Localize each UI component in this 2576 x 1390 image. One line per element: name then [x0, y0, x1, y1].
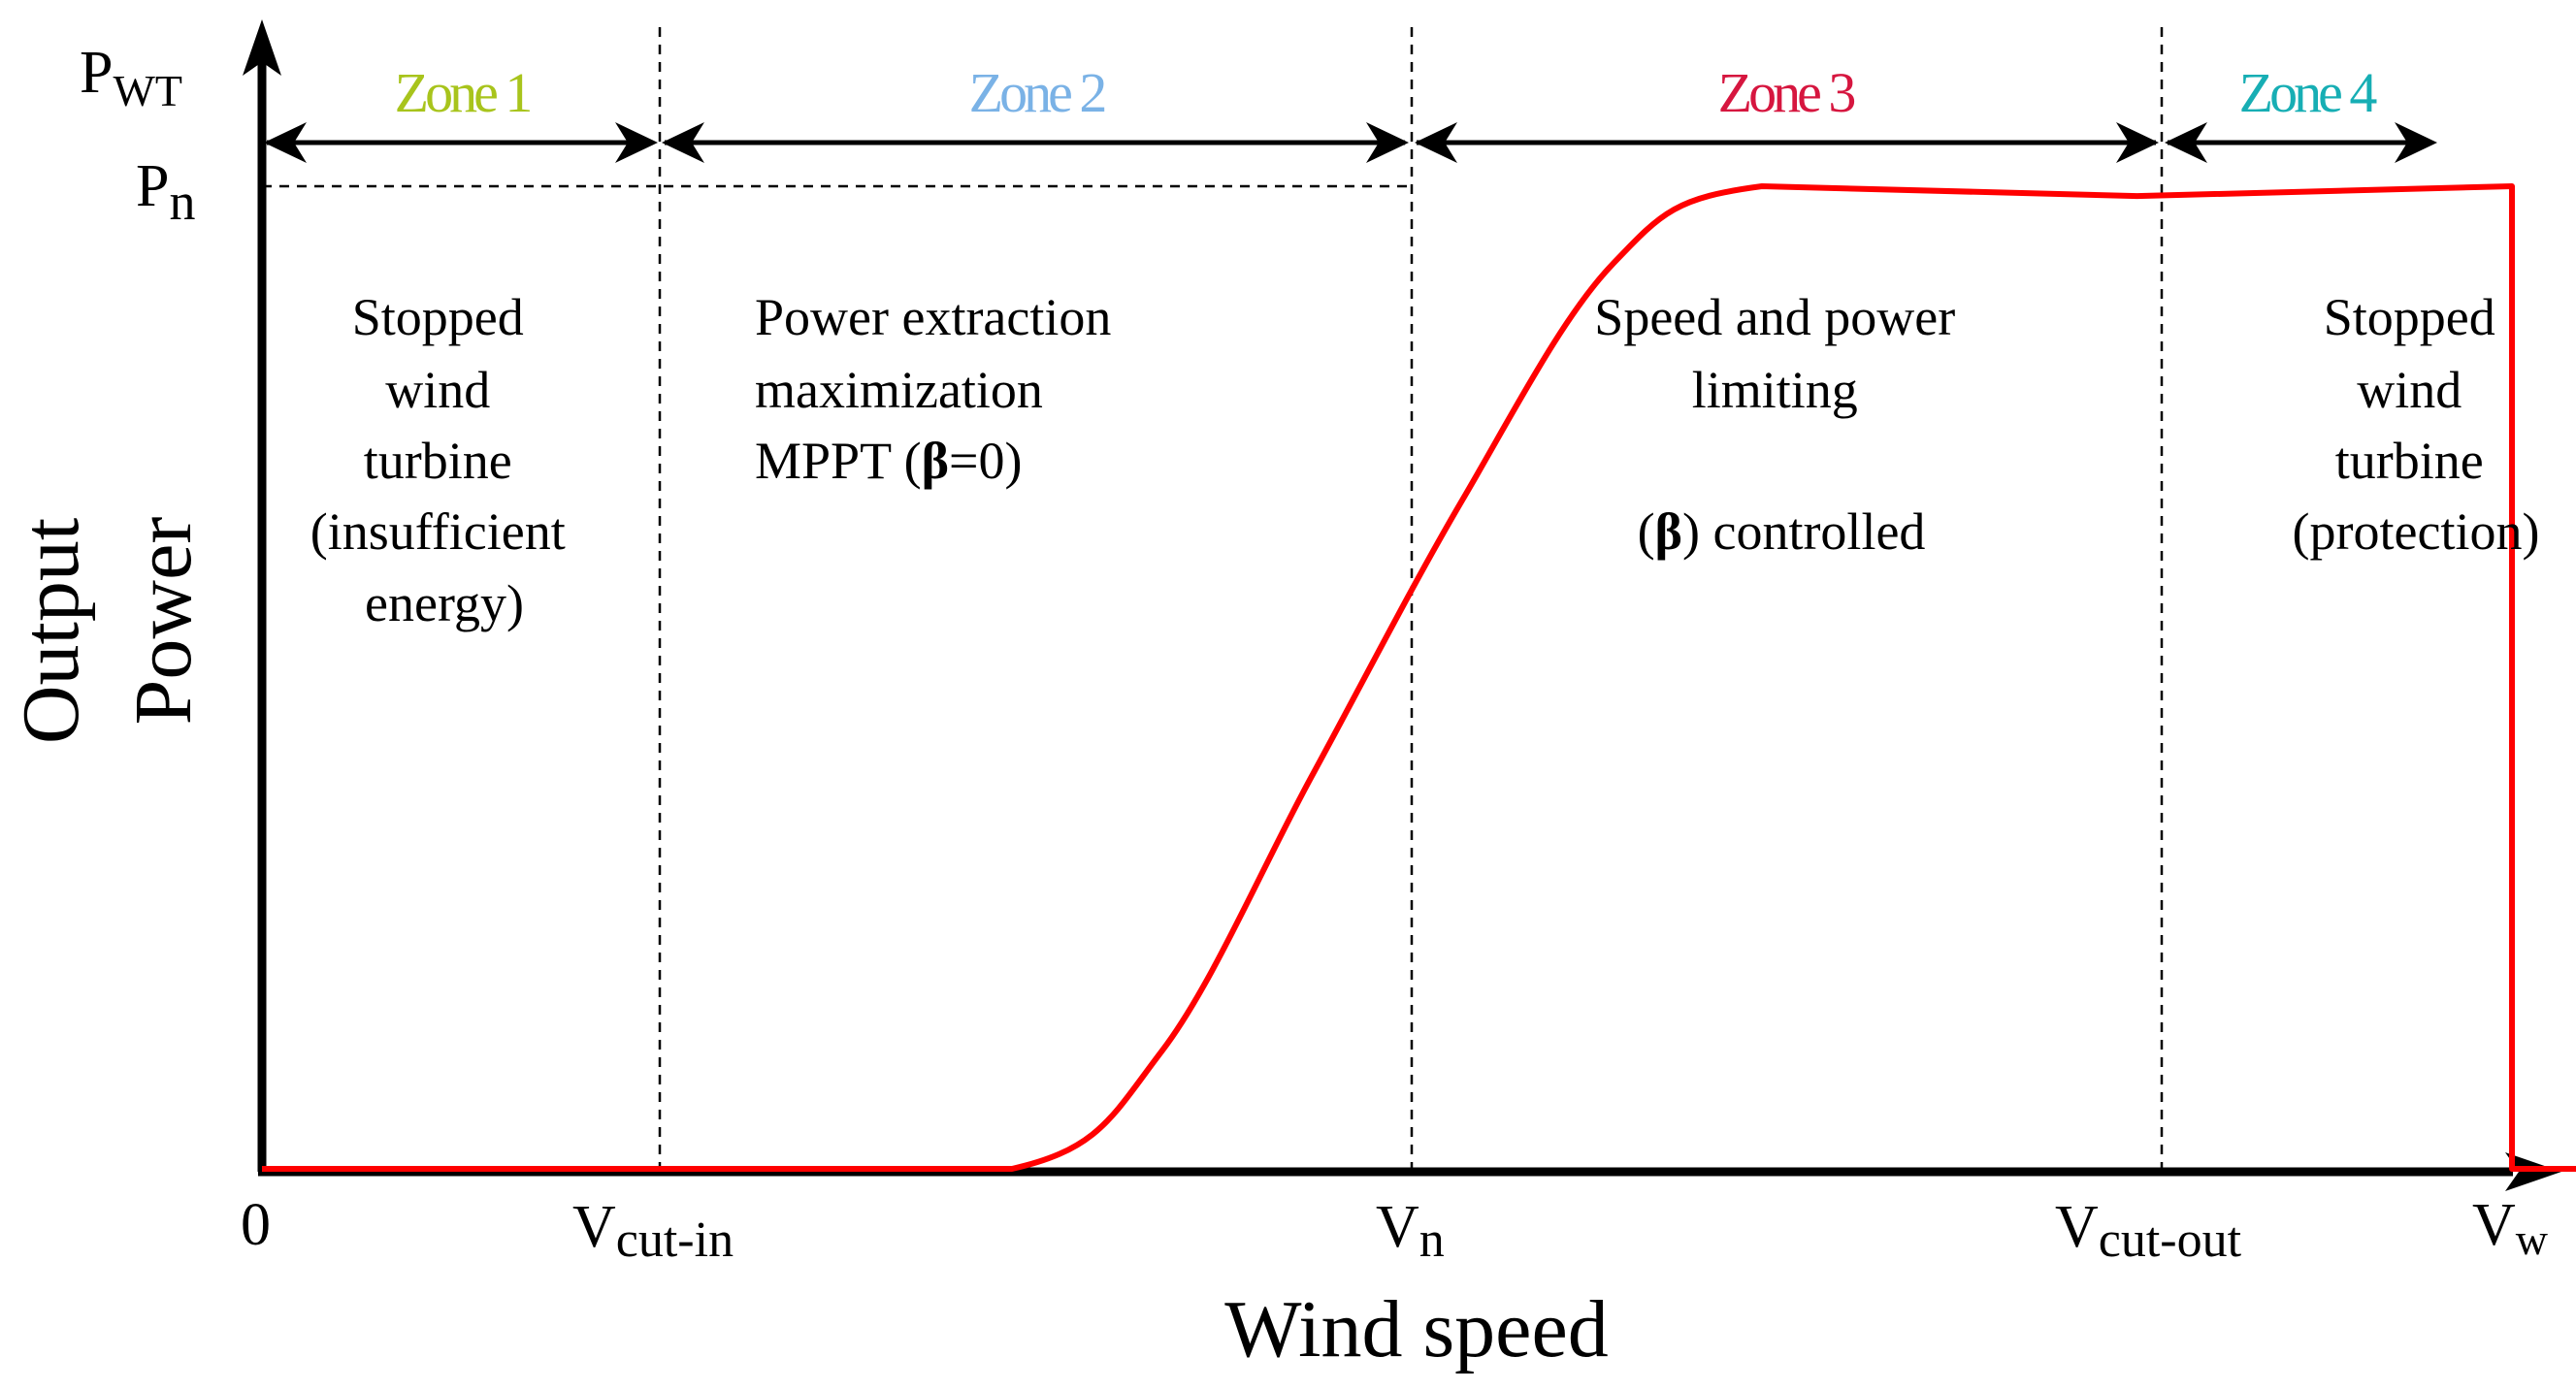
x-axis-symbol-sub: w — [2516, 1214, 2549, 1264]
x-tick-vn-main: V — [1376, 1194, 1419, 1260]
power-curve-line — [262, 183, 2576, 1172]
zone-1-description-line: energy) — [365, 574, 524, 632]
zone-4-arrow-right-head — [2395, 122, 2437, 163]
zone-2-arrow-right-head — [1366, 122, 1409, 163]
zone-3-description-line: (β) controlled — [1638, 502, 1926, 561]
y-tick-pn: Pn — [136, 153, 195, 231]
zone-1-description-line: turbine — [364, 432, 512, 490]
zone-1-arrow-right-head — [615, 122, 658, 163]
zone-4-description-line: (protection) — [2293, 502, 2540, 561]
zone-2-description-line: MPPT (β=0) — [755, 432, 1022, 490]
x-axis-symbol: Vw — [2472, 1192, 2549, 1264]
y-tick-pn-sub: n — [169, 173, 195, 231]
y-axis-symbol: PWT — [80, 40, 182, 115]
zone-1-label: Zone 1 — [395, 61, 531, 124]
y-axis-symbol-sub: WT — [113, 66, 182, 115]
x-tick-cutin-main: V — [572, 1194, 616, 1260]
zone-4-arrow-left-head — [2165, 122, 2207, 163]
x-tick-cutin: Vcut-in — [572, 1194, 734, 1268]
x-tick-vn: Vn — [1376, 1194, 1445, 1268]
zone-3-arrow-left-head — [1415, 122, 1457, 163]
zone-2-description: Power extraction maximization MPPT (β=0) — [755, 288, 1125, 490]
zone-3-label: Zone 3 — [1718, 61, 1855, 124]
zone-4-description-line: turbine — [2335, 432, 2484, 490]
x-tick-vn-sub: n — [1419, 1212, 1445, 1268]
zone-2-label: Zone 2 — [969, 61, 1105, 124]
y-axis-title-line-1: Output — [6, 518, 96, 744]
zone-4-description: Stopped wind turbine (protection) — [2293, 288, 2540, 561]
zone-2-arrow-left-head — [662, 122, 704, 163]
y-axis-symbol-main: P — [80, 40, 113, 106]
y-axis-title-line-2: Power — [118, 517, 209, 726]
zone-3-description-line: limiting — [1692, 361, 1858, 419]
zone-4-description-line: Stopped — [2324, 288, 2495, 346]
zone-4-description-line: wind — [2357, 361, 2462, 419]
x-tick-cutout-sub: cut-out — [2099, 1212, 2242, 1268]
zone-3-arrow-right-head — [2116, 122, 2159, 163]
beta-symbol: β — [1655, 502, 1682, 561]
y-tick-pn-main: P — [136, 153, 169, 219]
zone-2-description-line: Power extraction — [755, 288, 1111, 346]
y-axis-title: Output Power — [6, 498, 209, 744]
y-axis-arrowhead — [243, 19, 281, 76]
zone-1-description-line: Stopped — [352, 288, 524, 346]
zone-1-description-line: wind — [385, 361, 490, 419]
zone-1-arrow-left-head — [264, 122, 307, 163]
zone-2-description-line: maximization — [755, 361, 1043, 419]
zone-3-description-line: Speed and power — [1594, 288, 1955, 346]
x-tick-cutout: Vcut-out — [2055, 1194, 2242, 1268]
zone-3-description: Speed and power limiting (β) controlled — [1594, 288, 1968, 561]
zone-1-description: Stopped wind turbine (insufficient energ… — [310, 288, 578, 632]
zone-4-label: Zone 4 — [2239, 61, 2378, 124]
x-tick-cutout-main: V — [2055, 1194, 2099, 1260]
zone-1-description-line: (insufficient — [310, 502, 566, 561]
zone-arrows — [264, 122, 2437, 163]
x-tick-cutin-sub: cut-in — [616, 1212, 734, 1268]
x-axis-title: Wind speed — [1224, 1284, 1609, 1374]
x-axis-symbol-main: V — [2472, 1192, 2516, 1258]
x-tick-zero: 0 — [241, 1192, 271, 1258]
beta-symbol: β — [922, 432, 949, 490]
